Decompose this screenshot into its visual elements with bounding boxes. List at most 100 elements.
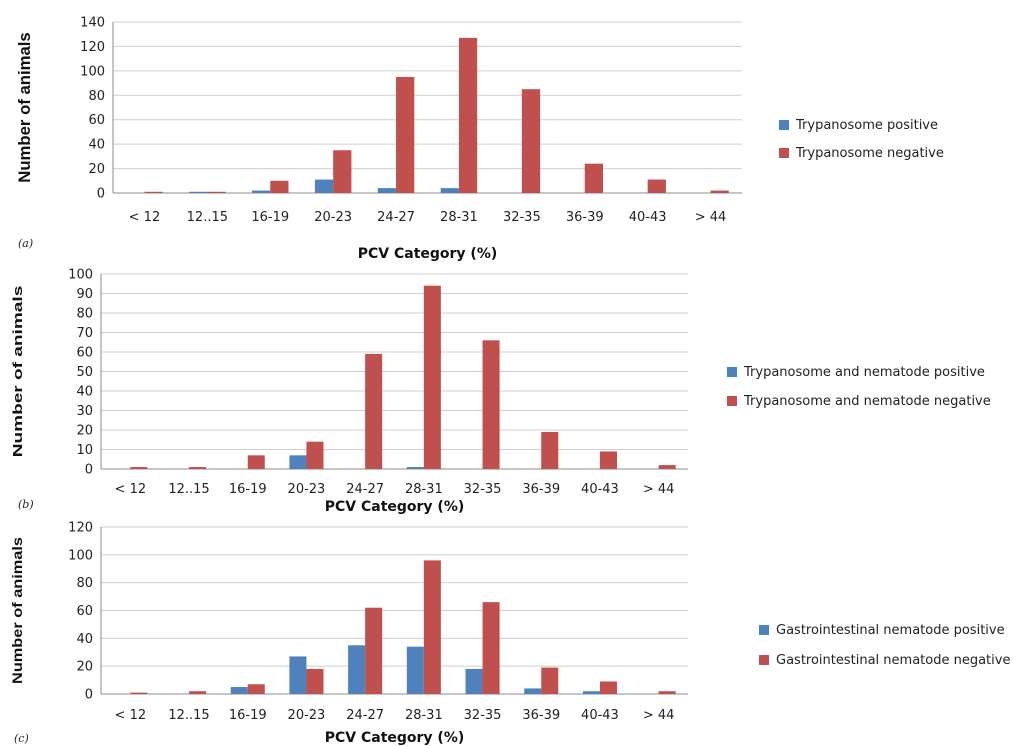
y-tick-label: 40 bbox=[76, 632, 93, 647]
x-tick-label: 16-19 bbox=[229, 482, 267, 497]
y-tick-label: 40 bbox=[88, 138, 105, 153]
bar-positive-3 bbox=[289, 455, 307, 469]
y-tick-label: 60 bbox=[76, 346, 93, 361]
x-tick-label: > 44 bbox=[643, 708, 675, 723]
y-tick-label: 70 bbox=[76, 326, 93, 341]
bar-negative-1 bbox=[189, 467, 207, 469]
y-tick-label: 40 bbox=[76, 385, 93, 400]
x-tick-label: 12..15 bbox=[168, 708, 209, 723]
bar-negative-5 bbox=[423, 560, 441, 694]
legend-label-negative: Trypanosome negative bbox=[795, 146, 944, 161]
x-tick-label: 40-43 bbox=[629, 210, 667, 225]
bar-negative-1 bbox=[207, 191, 226, 193]
y-tick-label: 80 bbox=[76, 576, 93, 591]
bar-negative-2 bbox=[247, 684, 265, 694]
x-tick-label: 36-39 bbox=[522, 708, 560, 723]
bar-negative-9 bbox=[658, 465, 676, 469]
x-tick-label: 20-23 bbox=[288, 482, 326, 497]
y-axis-title: Number of animals bbox=[9, 537, 25, 684]
legend-label-positive: Gastrointestinal nematode positive bbox=[776, 623, 1005, 638]
bar-negative-0 bbox=[144, 191, 163, 193]
bar-negative-3 bbox=[306, 441, 324, 469]
x-tick-label: < 12 bbox=[115, 482, 147, 497]
panel-label: (c) bbox=[14, 732, 29, 745]
y-tick-label: 100 bbox=[68, 548, 93, 563]
x-tick-label: 28-31 bbox=[440, 210, 478, 225]
bar-negative-7 bbox=[584, 163, 603, 193]
bar-negative-4 bbox=[396, 76, 415, 193]
y-tick-label: 50 bbox=[76, 365, 93, 380]
bar-positive-3 bbox=[314, 179, 334, 193]
y-tick-label: 20 bbox=[88, 162, 105, 177]
x-tick-label: 40-43 bbox=[581, 482, 619, 497]
legend-swatch-negative bbox=[779, 148, 789, 158]
bar-negative-2 bbox=[247, 455, 265, 469]
legend-label-positive: Trypanosome positive bbox=[795, 118, 938, 133]
x-axis-title: PCV Category (%) bbox=[358, 246, 498, 262]
legend-swatch-positive bbox=[779, 120, 789, 130]
x-tick-label: 28-31 bbox=[405, 482, 443, 497]
bar-negative-6 bbox=[482, 340, 500, 469]
y-tick-label: 20 bbox=[76, 660, 93, 675]
x-tick-label: 32-35 bbox=[503, 210, 541, 225]
bar-negative-4 bbox=[365, 607, 383, 694]
x-tick-label: 12..15 bbox=[168, 482, 209, 497]
bar-negative-5 bbox=[458, 37, 478, 193]
x-tick-label: 16-19 bbox=[229, 708, 267, 723]
y-tick-label: 20 bbox=[76, 424, 93, 439]
bar-negative-0 bbox=[130, 467, 148, 469]
x-tick-label: 12..15 bbox=[187, 210, 228, 225]
legend-swatch-positive bbox=[759, 625, 769, 635]
chart-panel-c: 0 20 40 60 80 100 120 < 12 12..15 16-19 20-23 24-27… bbox=[9, 521, 1010, 746]
x-tick-label: 20-23 bbox=[288, 708, 326, 723]
x-tick-label: 32-35 bbox=[464, 482, 502, 497]
bar-negative-8 bbox=[599, 451, 617, 469]
bar-positive-8 bbox=[582, 691, 600, 694]
bar-negative-7 bbox=[541, 431, 559, 469]
y-tick-label: 60 bbox=[76, 604, 93, 619]
y-axis-title: Number of animals bbox=[15, 32, 34, 182]
y-tick-label: 10 bbox=[76, 443, 93, 458]
panel-label: (a) bbox=[18, 237, 33, 250]
bar-negative-9 bbox=[658, 691, 676, 694]
x-tick-label: > 44 bbox=[695, 210, 727, 225]
y-tick-label: 100 bbox=[68, 268, 93, 283]
y-tick-label: 120 bbox=[80, 40, 105, 55]
y-tick-label: 0 bbox=[97, 187, 105, 202]
bar-positive-1 bbox=[189, 191, 208, 193]
bar-positive-3 bbox=[289, 656, 307, 694]
legend-swatch-negative bbox=[727, 396, 737, 406]
legend-swatch-negative bbox=[759, 655, 769, 665]
x-tick-label: 20-23 bbox=[314, 210, 352, 225]
x-tick-label: 32-35 bbox=[464, 708, 502, 723]
x-tick-label: 40-43 bbox=[581, 708, 619, 723]
y-tick-label: 0 bbox=[85, 463, 93, 478]
panel-label: (b) bbox=[18, 498, 34, 511]
bar-positive-4 bbox=[377, 188, 397, 193]
y-tick-label: 80 bbox=[88, 89, 105, 104]
chart-panel-b: 0 10 20 30 40 50 60 70 80 90 100 < 12 12..15 16-19 20-… bbox=[10, 268, 991, 516]
bar-positive-2 bbox=[252, 190, 271, 193]
x-tick-label: 36-39 bbox=[566, 210, 604, 225]
y-tick-label: 30 bbox=[76, 404, 93, 419]
legend-label-positive: Trypanosome and nematode positive bbox=[743, 365, 985, 380]
y-tick-label: 120 bbox=[68, 521, 93, 536]
bar-positive-5 bbox=[406, 467, 424, 469]
x-tick-label: 24-27 bbox=[377, 210, 415, 225]
bar-negative-5 bbox=[423, 285, 441, 469]
bar-negative-4 bbox=[365, 353, 383, 469]
x-axis-title: PCV Category (%) bbox=[325, 730, 465, 746]
y-tick-label: 90 bbox=[76, 287, 93, 302]
bar-positive-4 bbox=[348, 645, 366, 694]
x-tick-label: > 44 bbox=[643, 482, 675, 497]
bar-negative-3 bbox=[306, 668, 324, 694]
bar-positive-6 bbox=[465, 668, 483, 694]
bar-negative-7 bbox=[541, 667, 559, 694]
x-tick-label: 24-27 bbox=[346, 708, 384, 723]
bar-negative-3 bbox=[333, 150, 352, 193]
x-tick-label: 28-31 bbox=[405, 708, 443, 723]
bar-positive-2 bbox=[230, 687, 248, 694]
bar-positive-7 bbox=[524, 688, 542, 694]
y-tick-label: 80 bbox=[76, 307, 93, 322]
